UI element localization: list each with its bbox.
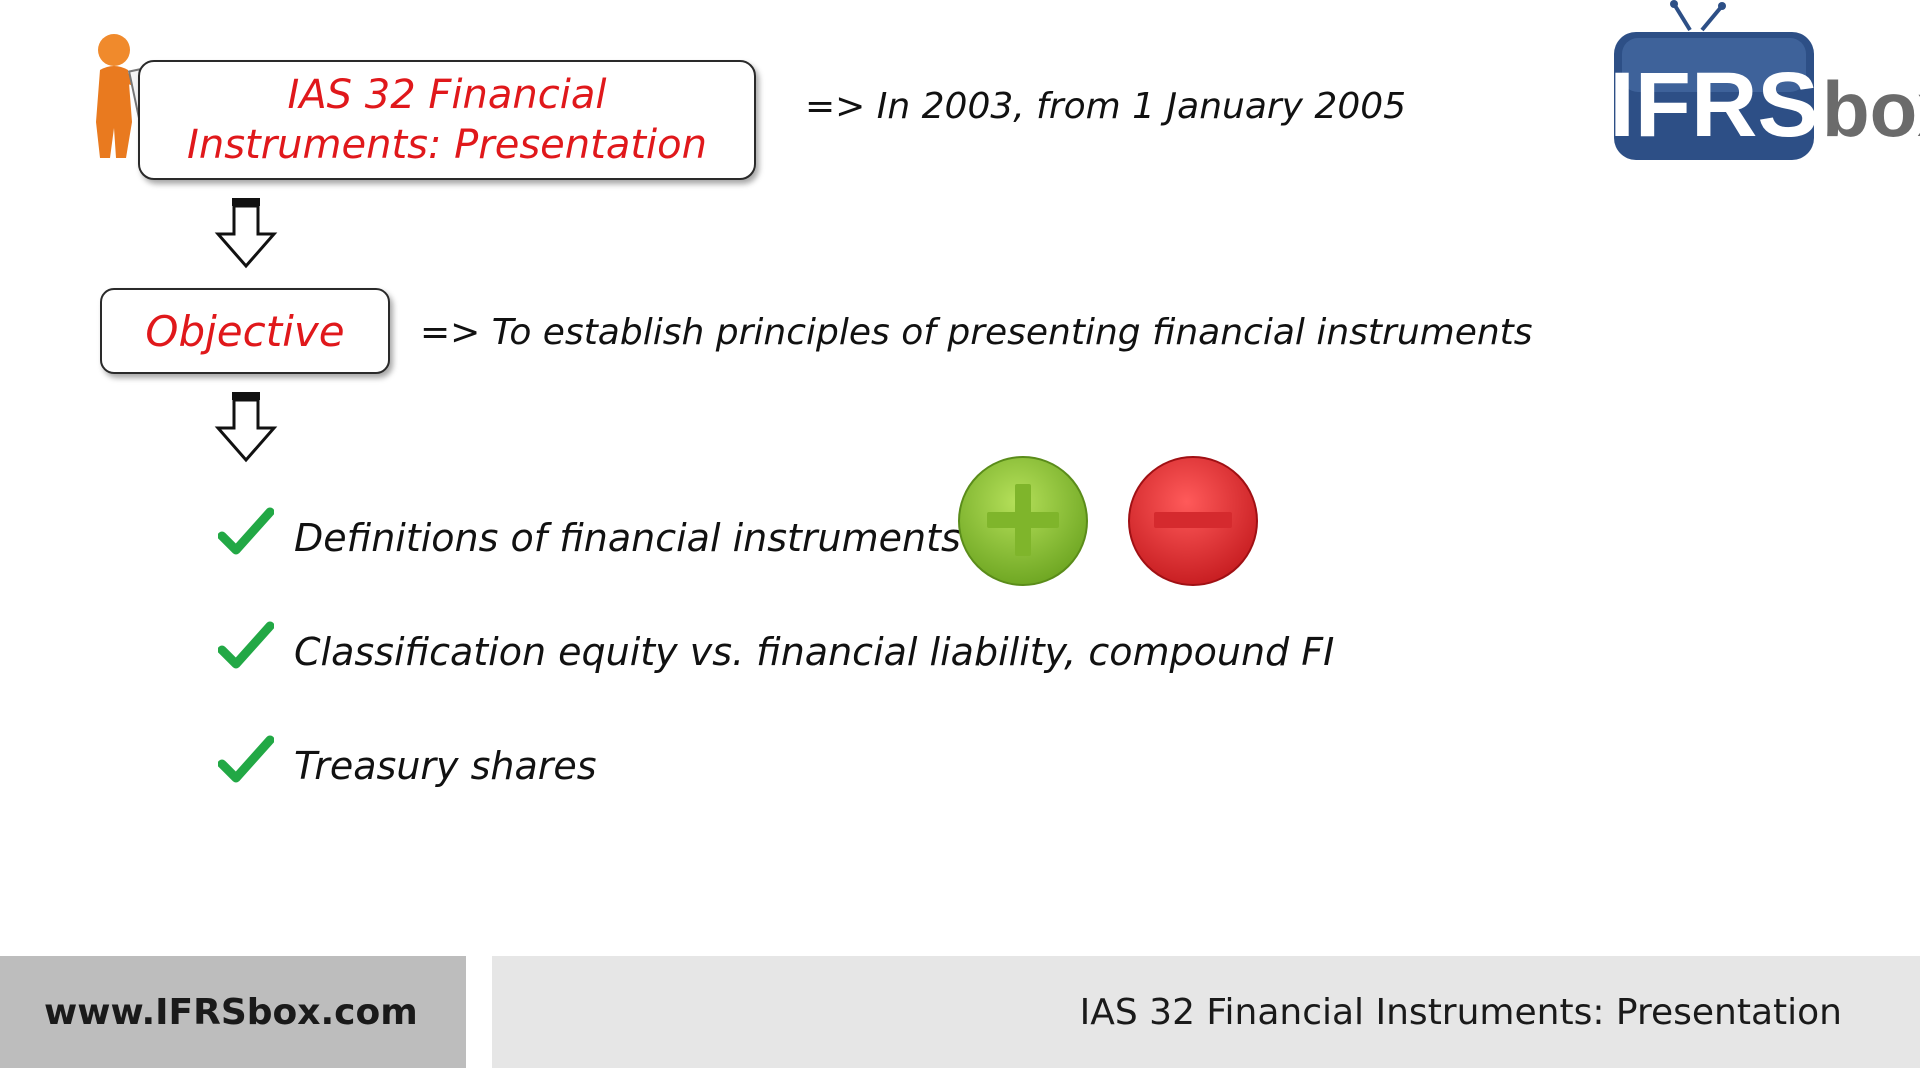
check-icon	[218, 621, 274, 669]
list-item: Classification equity vs. financial liab…	[294, 630, 1335, 674]
title-line-2: Instruments: Presentation	[187, 122, 707, 168]
list-item: Treasury shares	[294, 744, 597, 788]
title-box: IAS 32 Financial Instruments: Presentati…	[138, 60, 756, 180]
down-arrow-icon	[214, 198, 278, 269]
footer-website: www.IFRSbox.com	[0, 956, 466, 1068]
footer-topic-bar: IAS 32 Financial Instruments: Presentati…	[492, 956, 1920, 1068]
plus-circle-icon	[958, 456, 1088, 586]
objective-label: Objective	[145, 306, 345, 356]
website-url: www.IFRSbox.com	[44, 991, 418, 1033]
footer-topic: IAS 32 Financial Instruments: Presentati…	[1079, 991, 1842, 1033]
svg-text:box: box	[1822, 65, 1920, 153]
svg-text:IFRS: IFRS	[1610, 54, 1819, 156]
check-icon	[218, 735, 274, 783]
ifrsbox-logo: IFRS box	[1610, 0, 1920, 160]
list-item: Definitions of financial instruments	[294, 516, 961, 560]
title-line-1: IAS 32 Financial	[287, 72, 607, 118]
objective-note: => To establish principles of presenting…	[420, 312, 1533, 353]
objective-box: Objective	[100, 288, 390, 374]
down-arrow-icon	[214, 392, 278, 463]
check-icon	[218, 507, 274, 555]
minus-circle-icon	[1128, 456, 1258, 586]
adoption-note: => In 2003, from 1 January 2005	[805, 86, 1407, 127]
